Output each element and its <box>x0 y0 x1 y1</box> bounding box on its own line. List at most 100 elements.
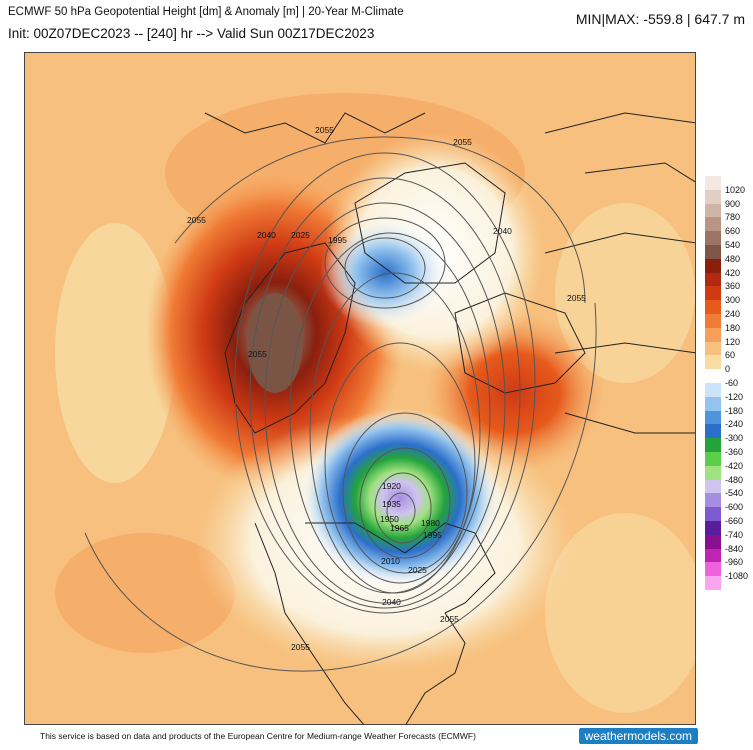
height-contour <box>309 272 481 594</box>
colorbar-swatch <box>705 382 721 397</box>
contour-label: 2055 <box>315 125 334 135</box>
footer: This service is based on data and produc… <box>0 725 753 750</box>
colorbar-swatch <box>705 548 721 563</box>
coastline <box>544 112 695 434</box>
colorbar-swatch <box>705 396 721 411</box>
contour-label: 2040 <box>257 230 276 240</box>
colorbar-label: -360 <box>725 447 744 457</box>
contour-label: 2040 <box>382 597 401 607</box>
colorbar-label: -740 <box>725 529 744 540</box>
colorbar-label: -840 <box>725 543 744 554</box>
pale-anomaly-region <box>55 223 175 483</box>
coastline <box>405 612 466 724</box>
coastline <box>454 292 586 394</box>
colorbar-label: 360 <box>725 281 741 292</box>
contour-label: 1920 <box>382 481 401 491</box>
contour-label: 2055 <box>567 293 586 303</box>
colorbar-swatch <box>705 300 721 314</box>
height-contour <box>344 237 426 299</box>
height-contour <box>174 136 586 304</box>
height-contour <box>264 202 506 604</box>
height-contour <box>374 472 432 544</box>
contour-label: 1995 <box>328 235 347 245</box>
colorbar-swatch <box>705 507 721 521</box>
colorbar-swatch <box>705 244 721 259</box>
map-title: ECMWF 50 hPa Geopotential Height [dm] & … <box>8 6 404 18</box>
colorbar-swatch <box>705 313 721 328</box>
anomaly-map <box>25 53 695 724</box>
contour-label: 1950 <box>380 514 399 524</box>
height-contour <box>234 152 536 614</box>
footer-note: This service is based on data and produc… <box>40 731 476 741</box>
colorbar-label: 480 <box>725 253 741 264</box>
colorbar-swatch <box>705 231 721 245</box>
header: ECMWF 50 hPa Geopotential Height [dm] & … <box>0 0 753 50</box>
colorbar-label: -180 <box>725 405 744 416</box>
colorbar-label: -240 <box>725 419 744 430</box>
colorbar-label: -120 <box>725 391 744 402</box>
height-contour <box>342 412 468 574</box>
colorbar-label: 120 <box>725 336 741 347</box>
height-contour <box>386 492 416 530</box>
colorbar-swatch <box>705 327 721 342</box>
colorbar-swatch <box>705 479 721 494</box>
colorbar-label: -540 <box>725 488 744 499</box>
colorbar-swatch <box>705 369 721 383</box>
height-contour <box>324 217 446 309</box>
colorbar-swatch <box>705 534 721 549</box>
colorbar-swatch <box>705 176 721 190</box>
colorbar-swatch <box>705 562 721 577</box>
colorbar-swatch <box>705 258 721 273</box>
brand-logo: weathermodels.com <box>578 728 698 744</box>
coastline <box>204 112 426 144</box>
colorbar-swatch <box>705 203 721 218</box>
colorbar-label: 420 <box>725 267 741 278</box>
contour-label: 2025 <box>408 565 427 575</box>
map-subtitle: Init: 00Z07DEC2023 -- [240] hr --> Valid… <box>8 26 375 41</box>
colorbar-label: -480 <box>725 474 744 485</box>
colorbar-label: 900 <box>725 198 741 209</box>
min-max-readout: MIN|MAX: -559.8 | 647.7 m <box>575 11 745 27</box>
colorbar-label: 540 <box>725 240 741 250</box>
colorbar-label: 300 <box>725 295 741 306</box>
colorbar-label: 180 <box>725 322 741 333</box>
contour-label: 2040 <box>493 226 512 236</box>
contour-label: 2055 <box>440 614 459 624</box>
colorbar-label: 0 <box>725 364 731 375</box>
coastline <box>354 162 506 284</box>
contour-label: 1935 <box>382 499 401 509</box>
pale-anomaly-region <box>555 203 695 383</box>
colorbar-swatch <box>705 189 721 204</box>
colorbar-label: -60 <box>725 378 739 388</box>
colorbar-swatch <box>705 493 721 508</box>
colorbar-label: 240 <box>725 309 741 319</box>
positive-anomaly-core <box>247 293 303 393</box>
colorbar-label: -300 <box>725 433 744 444</box>
colorbar-swatch <box>705 410 721 425</box>
height-contour <box>324 342 476 584</box>
coastlines <box>204 112 695 724</box>
colorbar-swatch <box>705 438 721 452</box>
colorbar-label: 1020 <box>725 184 746 195</box>
height-contour <box>84 302 597 672</box>
colorbar-label: -660 <box>725 516 744 526</box>
colorbar: 1020 900 780 660 540 480 420 360 300 240 180 120 60 0… <box>705 176 748 590</box>
colorbar-swatch <box>705 451 721 466</box>
contour-label: 2010 <box>381 556 400 566</box>
colorbar-label: -420 <box>725 460 744 471</box>
coastline <box>305 522 496 614</box>
colorbar-label: 660 <box>725 226 741 237</box>
colorbar-label: 60 <box>725 350 736 361</box>
height-contour <box>249 177 521 609</box>
colorbar-swatch <box>705 286 721 301</box>
colorbar-label: -1080 <box>725 571 749 582</box>
contour-label: 2055 <box>453 137 472 147</box>
colorbar-swatch <box>705 465 721 480</box>
colorbar-label: 780 <box>725 212 741 223</box>
map-panel: 2055 2055 2055 2040 2025 1995 2040 2055 … <box>24 52 696 725</box>
negative-anomaly-min <box>300 408 500 588</box>
contour-label: 1965 <box>390 523 409 533</box>
height-contour <box>359 447 451 559</box>
colorbar-swatch <box>705 576 721 590</box>
colorbar-swatch <box>705 520 721 535</box>
